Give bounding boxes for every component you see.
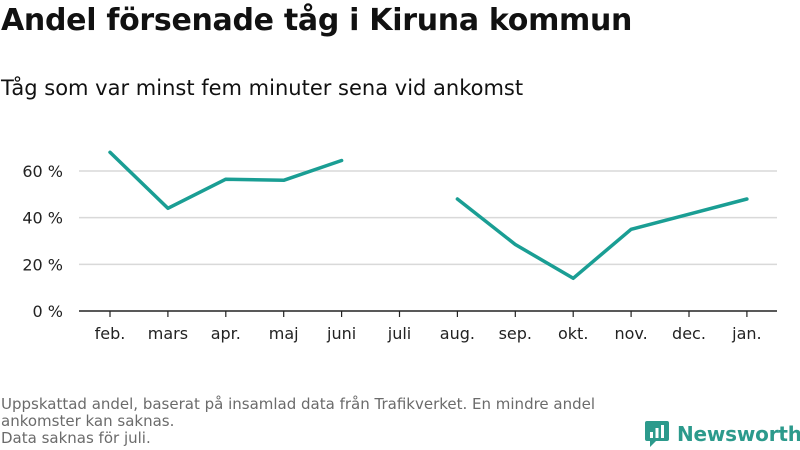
y-tick-label: 60 % — [22, 162, 63, 181]
y-tick-label: 40 % — [22, 209, 63, 228]
x-tick-label: jan. — [731, 324, 761, 343]
footnote-line: Data saknas för juli. — [1, 429, 151, 447]
footnote-line: ankomster kan saknas. — [1, 412, 175, 430]
brand-name: Newsworthy — [677, 422, 800, 446]
x-tick-label: aug. — [440, 324, 475, 343]
brand-logo: Newsworthy — [644, 420, 800, 448]
y-tick-label: 20 % — [22, 255, 63, 274]
x-tick-label: sep. — [499, 324, 532, 343]
x-axis-ticks: feb. mars apr. maj juni juli aug. sep. okt. nov. d… — [95, 311, 762, 343]
series-line — [108, 150, 344, 211]
chart-title: Andel försenade tåg i Kiruna kommun — [1, 3, 633, 38]
x-tick-label: dec. — [672, 324, 706, 343]
x-tick-label: juni — [326, 324, 356, 343]
x-tick-label: nov. — [614, 324, 647, 343]
x-tick-label: juli — [387, 324, 411, 343]
gridlines — [79, 170, 777, 266]
x-tick-label: mars — [148, 324, 188, 343]
x-tick-label: okt. — [558, 324, 588, 343]
series-lines — [108, 150, 749, 281]
chart-footnote: Uppskattad andel, baserat på insamlad da… — [1, 396, 631, 447]
newsworthy-logo-icon — [645, 421, 669, 447]
x-tick-label: feb. — [95, 324, 126, 343]
chart-subtitle: Tåg som var minst fem minuter sena vid a… — [1, 76, 524, 100]
x-tick-label: maj — [269, 324, 299, 343]
y-axis-labels: 0 % 20 % 40 % 60 % — [22, 162, 63, 321]
x-tick-label: apr. — [211, 324, 241, 343]
footnote-line: Uppskattad andel, baserat på insamlad da… — [1, 395, 596, 413]
y-tick-label: 0 % — [33, 302, 63, 321]
line-chart: 0 % 20 % 40 % 60 % feb. mars apr. maj juni juli a… — [22, 150, 777, 343]
series-line — [455, 197, 749, 281]
